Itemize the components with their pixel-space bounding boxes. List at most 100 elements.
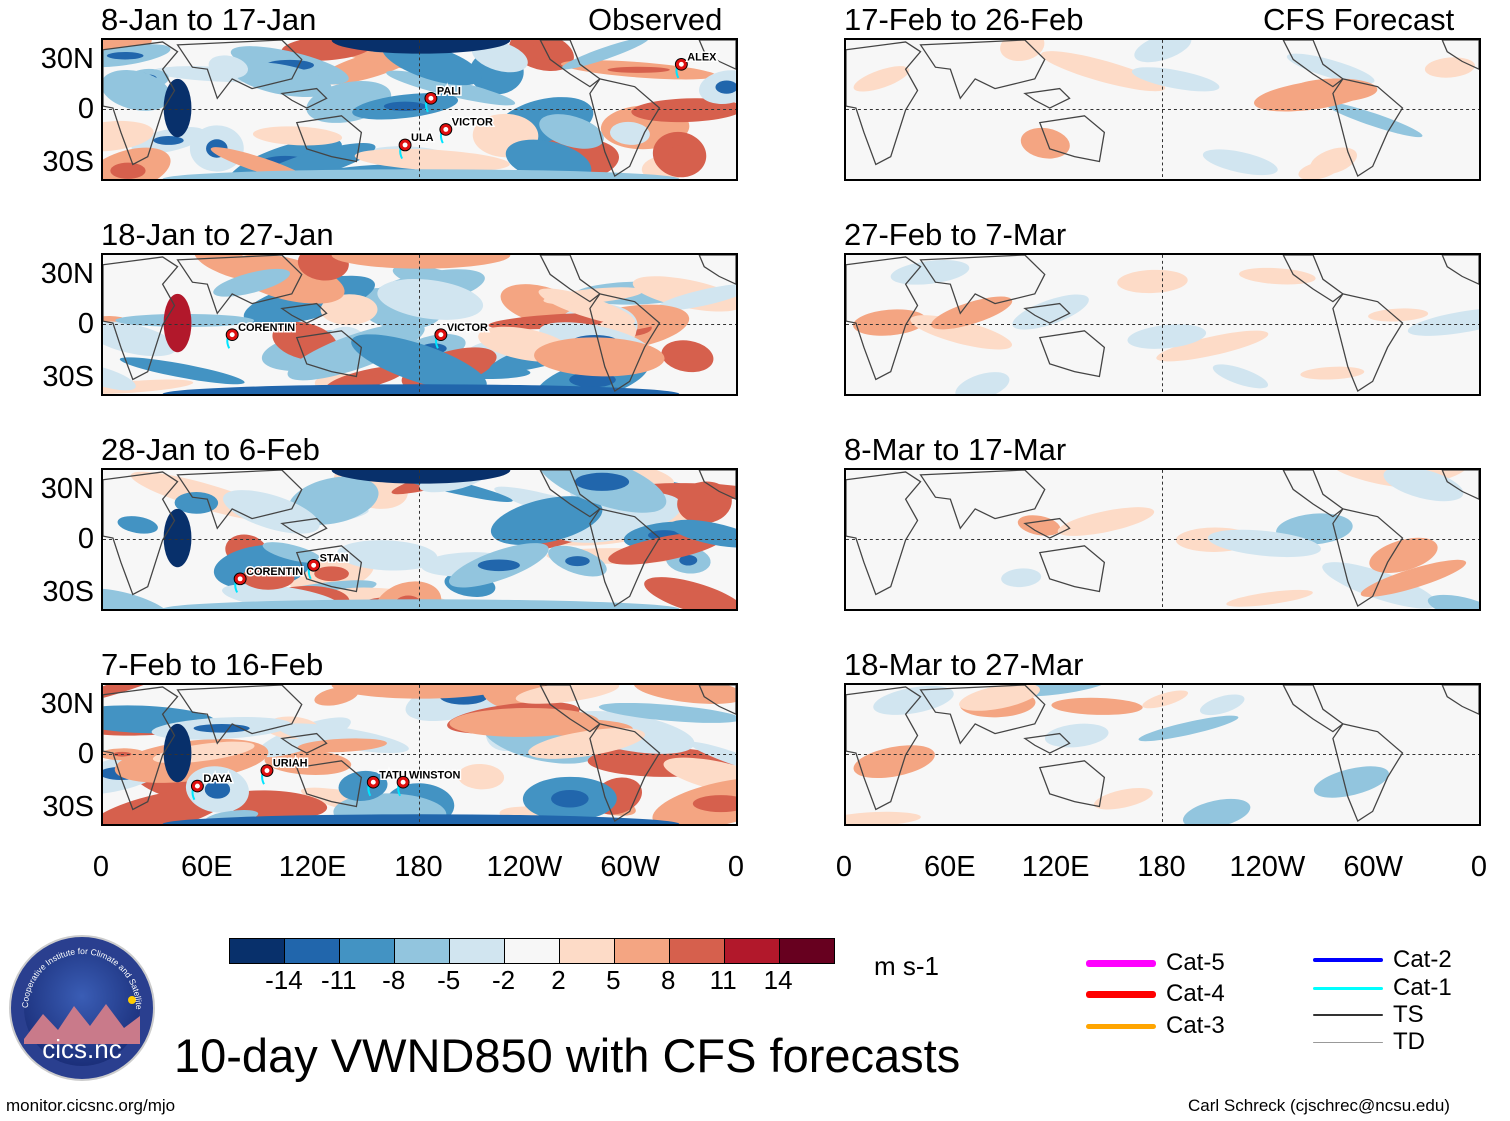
longitude-label: 120W [1229, 851, 1306, 883]
storm-name: WINSTON [409, 769, 461, 781]
panel-title: 27-Feb to 7-Mar [844, 217, 1067, 252]
longitude-label: 180 [1137, 851, 1186, 883]
storm-track: PALI [424, 84, 462, 113]
legend-line-cat-4 [1086, 990, 1156, 998]
longitude-label: 60W [1343, 851, 1403, 883]
latitude-label: 0 [77, 738, 94, 770]
colorbar-tick: -2 [491, 965, 516, 995]
colorbar-tick: 11 [709, 965, 737, 995]
panel-title: 8-Mar to 17-Mar [844, 432, 1067, 467]
panel-title: 18-Jan to 27-Jan [101, 217, 334, 252]
storm-name: ALEX [687, 52, 717, 64]
observed-map-panel: URIAH DAYA TATU WINSTON [101, 683, 738, 826]
legend-label: Cat-5 [1166, 949, 1225, 976]
footer-url[interactable]: monitor.cicsnc.org/mjo [6, 1096, 176, 1115]
colorbar-swatch [230, 939, 285, 963]
storm-name: CORENTIN [238, 322, 295, 334]
storm-track: ALEX [674, 50, 719, 79]
legend-label: TS [1393, 1001, 1424, 1028]
storm-track: VICTOR [439, 115, 495, 144]
longitude-label: 120W [486, 851, 563, 883]
footer-credit: Carl Schreck (cjschrec@ncsu.edu) [1188, 1096, 1450, 1115]
longitude-label: 0 [1470, 851, 1488, 883]
storm-track: DAYA [190, 772, 234, 801]
observed-map-panel: ALEX PALI ULA VICTOR [101, 38, 738, 181]
storm-track: CORENTIN [225, 320, 297, 349]
storm-name: STAN [320, 552, 349, 564]
legend-line-td [1313, 1041, 1383, 1043]
longitude-label: 60W [600, 851, 660, 883]
colorbar-swatch [505, 939, 560, 963]
colorbar-swatch [395, 939, 450, 963]
longitude-label: 0 [835, 851, 853, 883]
colorbar-tick: -14 [265, 965, 303, 995]
legend-line-cat-5 [1086, 959, 1156, 967]
forecast-map-panel [844, 468, 1481, 611]
longitude-label: 180 [394, 851, 443, 883]
legend-label: Cat-2 [1393, 946, 1452, 973]
colorbar-swatch [450, 939, 505, 963]
storm-track: WINSTON [396, 768, 462, 797]
storm-name: DAYA [203, 773, 232, 785]
latitude-label: 0 [77, 308, 94, 340]
panel-title: 28-Jan to 6-Feb [101, 432, 320, 467]
forecast-map-panel [844, 38, 1481, 181]
longitude-label: 0 [727, 851, 745, 883]
legend-label: Cat-3 [1166, 1012, 1225, 1039]
storm-track: URIAH [260, 756, 309, 785]
legend-label: Cat-4 [1166, 980, 1225, 1007]
latitude-label: 0 [77, 93, 94, 125]
latitude-label: 30N [40, 473, 94, 505]
colorbar-swatch [615, 939, 670, 963]
panel-title: 18-Mar to 27-Mar [844, 647, 1084, 682]
forecast-map-panel [844, 683, 1481, 826]
latitude-label: 30N [40, 258, 94, 290]
observed-map-panel: CORENTIN VICTOR [101, 253, 738, 396]
storm-name: ULA [411, 132, 434, 144]
latitude-label: 0 [77, 523, 94, 555]
colorbar-swatch [560, 939, 615, 963]
latitude-label: 30S [42, 146, 94, 178]
latitude-label: 30N [40, 688, 94, 720]
colorbar-tick: 5 [606, 965, 621, 995]
colorbar-tick: -11 [320, 965, 357, 995]
colorbar-swatch [725, 939, 780, 963]
storm-track: VICTOR [434, 320, 490, 349]
observed-label: Observed [588, 2, 723, 37]
colorbar-units: m s-1 [874, 951, 939, 981]
legend-line-cat-3 [1086, 1023, 1156, 1029]
longitude-label: 0 [92, 851, 110, 883]
main-title: 10-day VWND850 with CFS forecasts [174, 1029, 961, 1082]
storm-track: CORENTIN [233, 565, 305, 593]
longitude-label: 120E [1021, 851, 1090, 883]
legend-line-cat-1 [1313, 986, 1383, 990]
longitude-label: 60E [181, 851, 233, 883]
panel-title: 8-Jan to 17-Jan [101, 2, 317, 37]
colorbar-tick: 14 [763, 965, 793, 995]
storm-track: ULA [398, 131, 435, 160]
colorbar [229, 938, 835, 964]
colorbar-tick: 8 [661, 965, 676, 995]
colorbar-tick: 2 [551, 965, 566, 995]
longitude-label: 120E [278, 851, 347, 883]
latitude-label: 30S [42, 576, 94, 608]
storm-name: URIAH [273, 758, 308, 770]
latitude-label: 30N [40, 43, 94, 75]
forecast-label: CFS Forecast [1263, 2, 1455, 37]
colorbar-tick: -5 [437, 965, 461, 995]
observed-map-panel: STAN CORENTIN [101, 468, 738, 611]
latitude-label: 30S [42, 361, 94, 393]
panel-title: 7-Feb to 16-Feb [101, 647, 324, 682]
storm-track: STAN [307, 551, 350, 580]
latitude-label: 30S [42, 791, 94, 823]
colorbar-swatch [670, 939, 725, 963]
legend-label: Cat-1 [1393, 974, 1452, 1001]
storm-name: VICTOR [452, 117, 493, 129]
forecast-map-panel [844, 253, 1481, 396]
storm-name: VICTOR [447, 322, 488, 334]
colorbar-swatch [780, 939, 834, 963]
cics-logo: Cooperative Institute for Climate and Sa… [6, 926, 156, 1082]
legend-line-ts [1313, 1014, 1383, 1016]
longitude-label: 60E [924, 851, 976, 883]
logo-brand: cics.nc [42, 1034, 121, 1064]
